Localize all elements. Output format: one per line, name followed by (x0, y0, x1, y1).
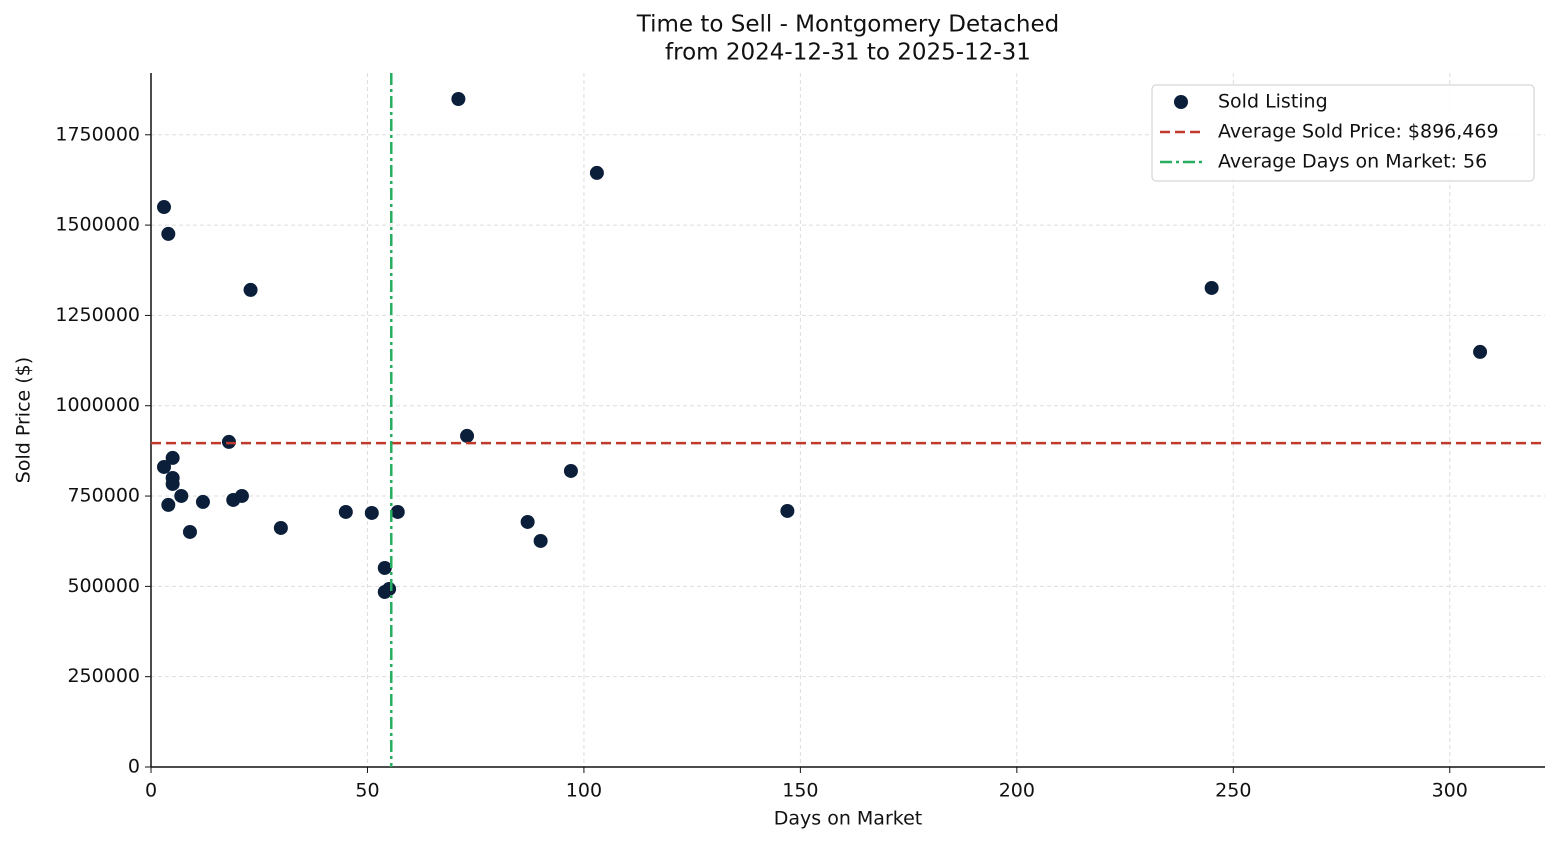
point (1204, 280, 1219, 295)
x-tick-label: 100 (566, 780, 602, 802)
point (234, 488, 249, 503)
point (195, 494, 210, 509)
x-tick-label: 200 (999, 780, 1035, 802)
point (161, 226, 176, 241)
point (165, 476, 180, 491)
point (156, 459, 171, 474)
y-tick-label: 750000 (67, 485, 140, 507)
legend-box (1151, 84, 1535, 182)
y-tick-label: 250000 (67, 665, 140, 687)
y-tick-label: 1750000 (55, 123, 140, 145)
legend-label: Average Sold Price: $896,469 (1218, 121, 1499, 143)
point (174, 488, 189, 503)
point (273, 520, 288, 535)
y-tick-label: 1500000 (55, 214, 140, 236)
legend-label: Sold Listing (1218, 91, 1328, 113)
y-tick-label: 500000 (67, 575, 140, 597)
point (390, 504, 405, 519)
x-axis-label: Days on Market (774, 808, 922, 830)
point (338, 504, 353, 519)
y-tick-label: 1250000 (55, 304, 140, 326)
point (182, 524, 197, 539)
point (451, 92, 466, 107)
y-tick-label: 0 (128, 756, 140, 778)
point (520, 514, 535, 529)
y-tick-label: 1000000 (55, 394, 140, 416)
chart-subtitle: from 2024-12-31 to 2025-12-31 (665, 40, 1031, 66)
point (563, 463, 578, 478)
point (165, 450, 180, 465)
point (377, 560, 392, 575)
point (460, 428, 475, 443)
point (156, 200, 171, 215)
x-tick-label: 50 (355, 780, 379, 802)
point (1473, 344, 1488, 359)
legend-label: Average Days on Market: 56 (1218, 151, 1487, 173)
x-tick-label: 300 (1432, 780, 1468, 802)
point (533, 533, 548, 548)
point (243, 282, 258, 297)
point (161, 497, 176, 512)
chart-title: Time to Sell - Montgomery Detached (636, 12, 1060, 38)
point (364, 505, 379, 520)
x-tick-label: 150 (782, 780, 818, 802)
y-axis-label: Sold Price ($) (13, 357, 35, 483)
x-tick-label: 0 (145, 780, 157, 802)
legend-marker (1174, 95, 1188, 109)
point (382, 581, 397, 596)
point (589, 165, 604, 180)
x-tick-label: 250 (1215, 780, 1251, 802)
point (780, 503, 795, 518)
